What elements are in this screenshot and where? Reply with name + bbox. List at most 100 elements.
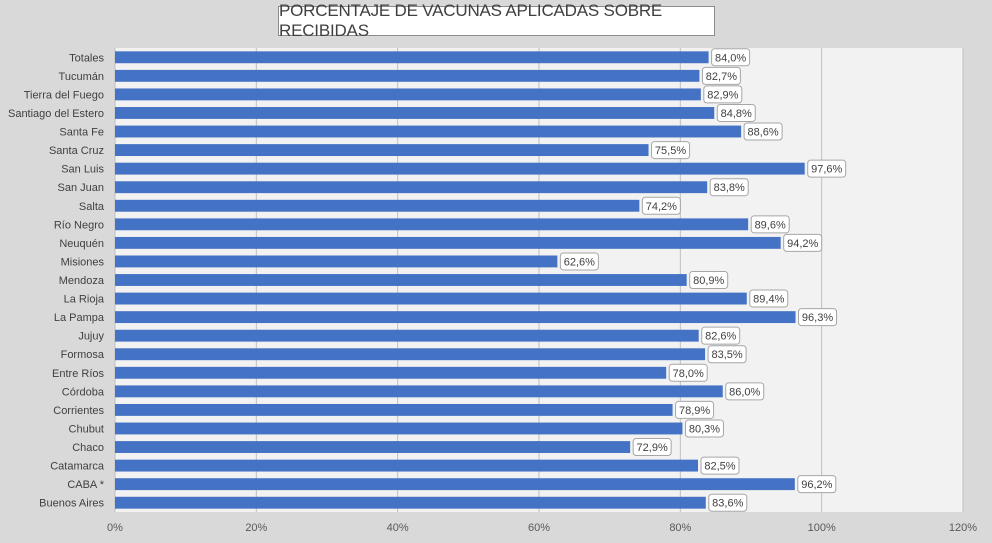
category-label: Neuquén xyxy=(59,238,104,250)
data-label-box xyxy=(707,345,747,364)
data-label-box xyxy=(743,122,783,141)
category-label: Río Negro xyxy=(54,219,104,231)
bar xyxy=(115,236,781,249)
category-label: Jujuy xyxy=(78,331,104,343)
bars xyxy=(115,51,805,509)
x-tick-label: 0% xyxy=(107,522,123,534)
data-label: 72,9% xyxy=(632,438,672,457)
data-label-box xyxy=(749,289,789,308)
data-label: 86,0% xyxy=(725,382,765,401)
x-tick-label: 100% xyxy=(808,522,836,534)
bar xyxy=(115,478,795,491)
bar xyxy=(115,69,700,82)
data-label: 82,7% xyxy=(701,66,741,85)
data-label: 82,5% xyxy=(700,456,740,475)
x-tick-label: 80% xyxy=(669,522,691,534)
data-label-text: 72,9% xyxy=(637,442,668,454)
category-label: Entre Ríos xyxy=(52,368,104,380)
x-tick-label: 40% xyxy=(387,522,409,534)
category-label: Formosa xyxy=(61,349,105,361)
data-label-box xyxy=(750,215,790,234)
data-label: 88,6% xyxy=(743,122,783,141)
chart-title: PORCENTAJE DE VACUNAS APLICADAS SOBRE RE… xyxy=(278,1,715,40)
category-label: CABA * xyxy=(67,479,104,491)
category-label: Santiago del Estero xyxy=(8,108,104,120)
bar xyxy=(115,366,667,379)
category-label: San Luis xyxy=(61,164,104,176)
category-label: Tierra del Fuego xyxy=(24,89,104,101)
x-tick-label: 60% xyxy=(528,522,550,534)
data-label-box xyxy=(700,456,740,475)
data-label-box xyxy=(632,438,672,457)
data-label-box xyxy=(711,48,751,67)
category-label: La Pampa xyxy=(54,312,105,324)
data-label: 83,6% xyxy=(708,493,748,512)
data-label-box xyxy=(716,103,756,122)
data-label: 80,3% xyxy=(684,419,724,438)
data-label: 84,8% xyxy=(716,103,756,122)
data-label-text: 88,6% xyxy=(748,127,779,139)
bar xyxy=(115,199,640,212)
category-labels: Totales Tucumán Tierra del Fuego Santiago d… xyxy=(8,52,105,509)
category-label: Santa Cruz xyxy=(49,145,104,157)
bar xyxy=(115,51,709,64)
category-label: Buenos Aires xyxy=(39,498,104,510)
category-label: Salta xyxy=(79,201,105,213)
bar xyxy=(115,162,805,175)
category-label: Chaco xyxy=(72,442,104,454)
data-label: 83,8% xyxy=(709,178,749,197)
bar xyxy=(115,441,631,453)
data-label: 78,0% xyxy=(668,363,708,382)
category-label: Corrientes xyxy=(53,405,104,417)
bar xyxy=(115,255,558,268)
data-label: 89,4% xyxy=(749,289,789,308)
data-label: 74,2% xyxy=(641,196,681,215)
data-label-box xyxy=(701,66,741,85)
data-label-text: 94,2% xyxy=(787,238,818,250)
data-label-box xyxy=(559,252,599,271)
category-label: Totales xyxy=(69,52,104,64)
bar xyxy=(115,385,723,398)
data-label: 78,9% xyxy=(675,400,715,419)
data-label-text: 82,5% xyxy=(704,461,735,473)
data-label-text: 62,6% xyxy=(564,256,595,268)
data-label-text: 83,6% xyxy=(712,498,743,510)
bar xyxy=(115,422,683,435)
bar xyxy=(115,107,715,119)
data-label: 80,9% xyxy=(689,271,729,289)
data-label-text: 74,2% xyxy=(646,201,677,213)
bar xyxy=(115,403,673,416)
data-label-box xyxy=(709,178,749,197)
category-label: Córdoba xyxy=(62,386,105,398)
bar xyxy=(115,348,706,361)
data-label-text: 96,2% xyxy=(801,479,832,491)
category-label: Chubut xyxy=(69,423,104,435)
data-label-box xyxy=(783,233,823,252)
data-labels: 84,0% 82,7% 82,9% 84,8% 88,6% 75,5% 97,6% 83,8%… xyxy=(559,48,847,512)
category-label: La Rioja xyxy=(64,294,105,306)
category-label: Santa Fe xyxy=(59,127,104,139)
category-label: Mendoza xyxy=(59,275,105,287)
data-label: 75,5% xyxy=(651,141,691,160)
data-label-box xyxy=(798,308,838,327)
bar xyxy=(115,459,698,472)
data-label-text: 86,0% xyxy=(729,386,760,398)
data-label: 82,9% xyxy=(703,85,743,104)
bar xyxy=(115,292,747,305)
data-label-text: 84,8% xyxy=(721,108,752,120)
data-label-text: 78,9% xyxy=(679,405,710,417)
category-label: Catamarca xyxy=(50,461,105,473)
data-label: 84,0% xyxy=(711,48,751,67)
data-label-box xyxy=(641,196,681,215)
data-label-box xyxy=(725,382,765,401)
data-label: 89,6% xyxy=(750,215,790,234)
category-label: Tucumán xyxy=(59,71,104,83)
data-label: 94,2% xyxy=(783,233,823,252)
data-label-text: 75,5% xyxy=(655,145,686,157)
bar xyxy=(115,181,708,194)
data-label-box xyxy=(807,159,847,178)
data-label-text: 83,5% xyxy=(711,349,742,361)
data-label-text: 80,3% xyxy=(689,423,720,435)
data-label-box xyxy=(701,326,741,345)
